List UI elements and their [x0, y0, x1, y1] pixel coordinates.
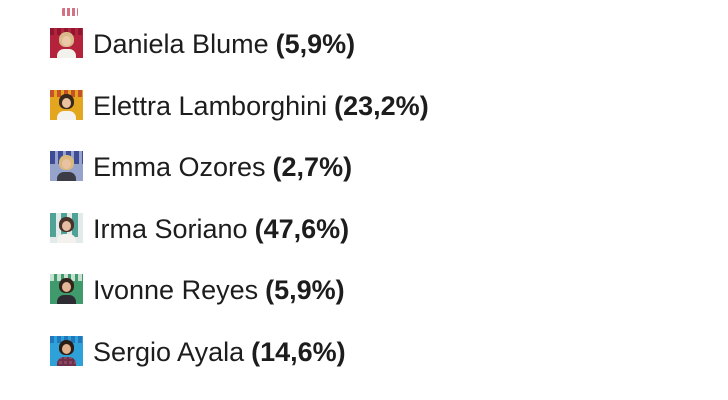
poll-result-row: Elettra Lamborghini (23,2%): [50, 89, 429, 121]
person-face: [62, 220, 71, 231]
contestant-name: Sergio Ayala: [93, 336, 245, 367]
contestant-label: Sergio Ayala (14,6%): [93, 337, 346, 367]
contestant-photo: [50, 274, 83, 304]
cropped-image-fragment: [62, 8, 78, 16]
photo-backdrop-text: [50, 274, 83, 281]
contestant-photo: [50, 89, 83, 120]
contestant-name: Elettra Lamborghini: [93, 90, 328, 121]
contestant-name: Daniela Blume: [93, 29, 269, 59]
poll-result-row: Sergio Ayala (14,6%): [50, 335, 429, 367]
person-face: [62, 97, 71, 108]
person-torso: [57, 233, 76, 243]
contestant-percentage: (5,9%): [265, 275, 345, 305]
contestant-label: Ivonne Reyes (5,9%): [93, 275, 345, 305]
poll-result-row: Irma Soriano (47,6%): [50, 212, 429, 244]
poll-result-row: Daniela Blume (5,9%): [50, 28, 429, 59]
contestant-name: Irma Soriano: [93, 213, 248, 244]
person-torso: [57, 172, 76, 181]
person-face: [62, 36, 71, 46]
person-face: [62, 282, 71, 292]
photo-backdrop-text: [50, 28, 83, 35]
contestant-photo: [50, 151, 83, 181]
person-face: [62, 343, 71, 354]
poll-result-row: Ivonne Reyes (5,9%): [50, 274, 429, 305]
contestant-label: Daniela Blume (5,9%): [93, 29, 355, 59]
photo-backdrop-text: [50, 335, 83, 343]
photo-backdrop-text: [50, 89, 83, 97]
contestant-percentage: (2,7%): [272, 152, 353, 182]
person-face: [62, 159, 71, 169]
contestant-percentage: (5,9%): [275, 29, 356, 59]
contestant-label: Elettra Lamborghini (23,2%): [93, 91, 429, 121]
contestant-percentage: (23,2%): [334, 90, 429, 121]
contestant-name: Emma Ozores: [93, 152, 266, 182]
person-torso: [57, 356, 76, 366]
poll-result-row: Emma Ozores (2,7%): [50, 151, 429, 182]
contestant-percentage: (14,6%): [251, 336, 346, 367]
poll-results-list: Daniela Blume (5,9%) Elettra Lamborghini(…: [50, 28, 429, 367]
person-torso: [57, 110, 76, 120]
person-torso: [57, 295, 76, 304]
person-torso: [57, 49, 76, 58]
contestant-photo: [50, 28, 83, 58]
contestant-label: Emma Ozores (2,7%): [93, 152, 352, 182]
contestant-photo: [50, 335, 83, 366]
contestant-name: Ivonne Reyes: [93, 275, 259, 305]
contestant-percentage: (47,6%): [254, 213, 350, 244]
contestant-photo: [50, 212, 83, 243]
contestant-label: Irma Soriano (47,6%): [93, 214, 349, 244]
